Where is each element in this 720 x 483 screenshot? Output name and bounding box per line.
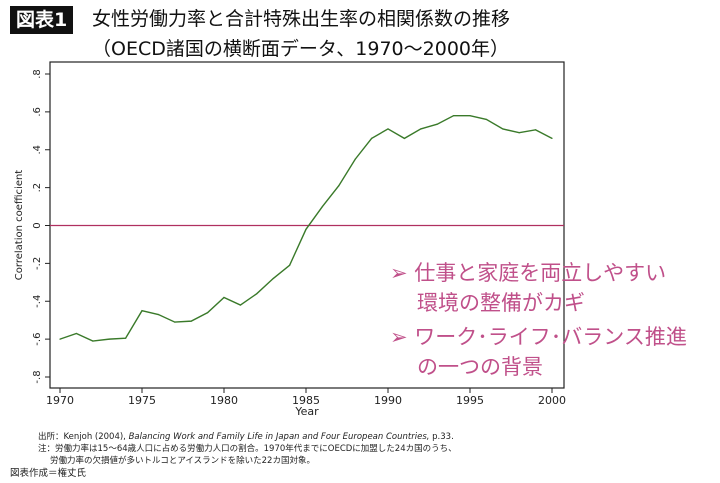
data-point (321, 205, 323, 208)
y-tick-label: -.4 (32, 295, 43, 308)
chart-title: 女性労働力率と合計特殊出生率の相関係数の推移 (92, 8, 511, 30)
x-tick-label: 1970 (46, 394, 74, 407)
data-point (239, 304, 241, 306)
annotation-item-1: ➢ 仕事と家庭を両立しやすい (390, 258, 666, 288)
data-point (453, 115, 455, 117)
data-point (371, 137, 373, 139)
annotation-text: の一つの背景 (417, 355, 543, 379)
data-point (436, 123, 438, 125)
data-point (420, 128, 422, 130)
note-line-1: 注：労働力率は15〜64歳人口に占める労働力人口の割合。1970年代までにOEC… (38, 444, 457, 454)
source-title: Balancing Work and Family Life in Japan … (128, 432, 430, 442)
data-point (535, 129, 537, 131)
data-point (125, 337, 127, 339)
data-point (59, 338, 61, 340)
annotation-text: 仕事と家庭を両立しやすい (414, 261, 667, 285)
data-point (141, 310, 143, 312)
x-tick-label: 1985 (292, 394, 320, 407)
data-point (354, 158, 356, 160)
annotation-text: ワーク･ライフ･バランス推進 (414, 325, 687, 349)
data-point (518, 132, 520, 134)
data-point (338, 185, 340, 187)
annotation-item-2-cont: の一つの背景 (397, 352, 543, 382)
data-point (387, 128, 389, 130)
data-point (485, 118, 487, 121)
data-point (469, 115, 471, 117)
data-point (502, 128, 504, 130)
data-point (108, 338, 110, 340)
data-point (207, 312, 209, 314)
annotation-item-1-cont: 環境の整備がカギ (397, 288, 585, 318)
y-tick-label: .4 (32, 145, 43, 155)
data-point (305, 228, 307, 230)
x-axis-label: Year (294, 405, 319, 418)
data-point (272, 277, 274, 280)
note-line-2: 労働力率の欠損値が多いトルコとアイスランドを除いた22カ国対象。 (50, 456, 315, 466)
data-point (174, 321, 176, 323)
annotation-text: 環境の整備がカギ (417, 291, 585, 315)
source-note: 出所：Kenjoh (2004), Balancing Work and Fam… (38, 432, 454, 443)
x-tick-label: 1975 (128, 394, 156, 407)
y-tick-label: 0 (32, 222, 43, 228)
y-tick-label: -.8 (32, 370, 43, 383)
data-point (403, 137, 405, 139)
y-tick-label: .6 (32, 107, 43, 117)
y-tick-label: -.6 (32, 333, 43, 346)
annotation-item-2: ➢ ワーク･ライフ･バランス推進 (390, 322, 687, 352)
data-point (190, 320, 192, 322)
x-tick-label: 2000 (538, 394, 566, 407)
y-tick-label: -.2 (32, 257, 43, 270)
data-point (551, 137, 553, 139)
y-tick-label: .8 (32, 69, 43, 79)
data-point (256, 293, 258, 295)
x-tick-label: 1995 (456, 394, 484, 407)
source-prefix: 出所：Kenjoh (2004), (38, 432, 126, 442)
bullet-arrow-icon: ➢ (390, 261, 408, 285)
credit: 図表作成＝権丈氏 (10, 468, 87, 479)
data-point (92, 340, 94, 342)
chart-subtitle: （OECD諸国の横断面データ、1970〜2000年） (92, 38, 509, 60)
figure-badge: 図表1 (10, 6, 74, 34)
y-tick-label: .2 (32, 183, 43, 193)
data-point (75, 332, 77, 335)
data-point (223, 296, 225, 299)
data-point (157, 313, 159, 316)
y-axis-label: Correlation coefficient (14, 170, 25, 281)
bullet-arrow-icon: ➢ (390, 325, 408, 349)
x-tick-label: 1980 (210, 394, 238, 407)
x-tick-label: 1990 (374, 394, 402, 407)
data-point (289, 264, 291, 266)
source-suffix: p.33. (432, 432, 454, 442)
